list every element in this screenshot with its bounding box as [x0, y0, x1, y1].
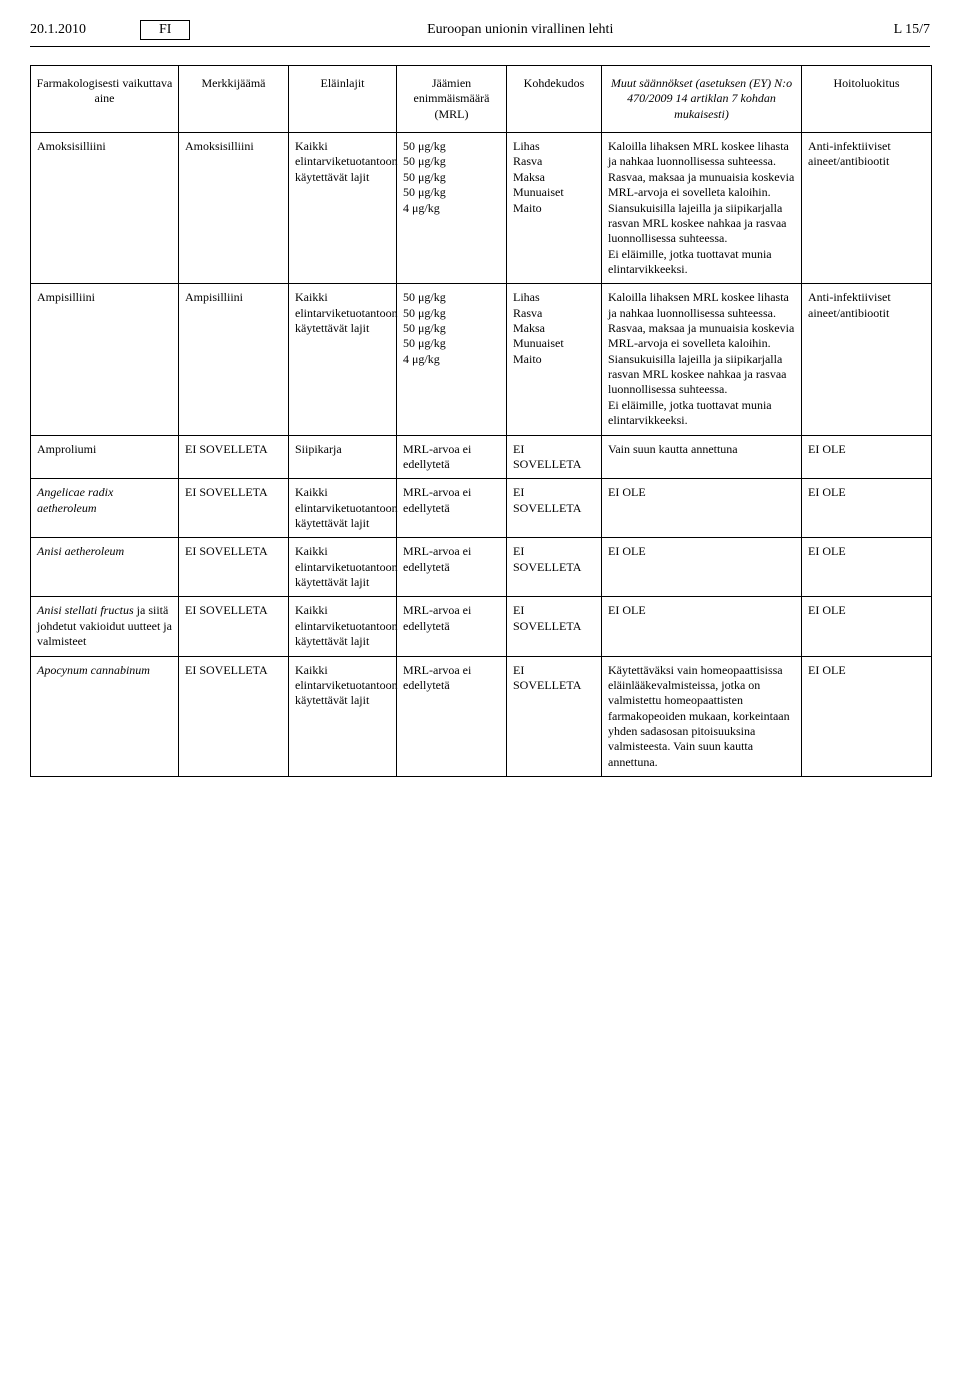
col-header-tissue: Kohdekudos: [507, 66, 602, 133]
cell-marker: Amoksisilliini: [179, 133, 289, 284]
table-row: Apocynum cannabinumEI SOVELLETAKaikki el…: [31, 656, 932, 777]
mrl-table: Farmakologisesti vaikuttava aine Merkkij…: [30, 65, 932, 777]
cell-other: Käytettäväksi vain homeopaattisissa eläi…: [602, 656, 802, 777]
cell-other: EI OLE: [602, 538, 802, 597]
cell-classification: EI OLE: [802, 435, 932, 479]
cell-other: Vain suun kautta annettuna: [602, 435, 802, 479]
cell-tissue: EI SOVELLETA: [507, 597, 602, 656]
cell-substance: Apocynum cannabinum: [31, 656, 179, 777]
cell-mrl: MRL-arvoa ei edellytetä: [397, 538, 507, 597]
cell-other: Kaloilla lihaksen MRL koskee lihasta ja …: [602, 284, 802, 435]
cell-substance: Ampisilliini: [31, 284, 179, 435]
cell-mrl: 50 μg/kg 50 μg/kg 50 μg/kg 50 μg/kg 4 μg…: [397, 133, 507, 284]
col-header-classification: Hoitoluokitus: [802, 66, 932, 133]
cell-tissue: EI SOVELLETA: [507, 435, 602, 479]
cell-substance: Anisi aetheroleum: [31, 538, 179, 597]
cell-other: EI OLE: [602, 479, 802, 538]
cell-mrl: 50 μg/kg 50 μg/kg 50 μg/kg 50 μg/kg 4 μg…: [397, 284, 507, 435]
header-date: 20.1.2010: [30, 22, 140, 38]
table-row: AmpisilliiniAmpisilliiniKaikki elintarvi…: [31, 284, 932, 435]
table-row: AmproliumiEI SOVELLETASiipikarjaMRL-arvo…: [31, 435, 932, 479]
cell-classification: EI OLE: [802, 538, 932, 597]
page: 20.1.2010 FI Euroopan unionin virallinen…: [0, 0, 960, 797]
header-title: Euroopan unionin virallinen lehti: [190, 22, 850, 38]
cell-species: Kaikki elintarviketuotantoon käytettävät…: [289, 479, 397, 538]
table-header-row: Farmakologisesti vaikuttava aine Merkkij…: [31, 66, 932, 133]
col-header-other: Muut säännökset (asetuksen (EY) N:o 470/…: [602, 66, 802, 133]
cell-classification: EI OLE: [802, 479, 932, 538]
cell-marker: EI SOVELLETA: [179, 435, 289, 479]
cell-species: Kaikki elintarviketuotantoon käytettävät…: [289, 656, 397, 777]
cell-substance: Anisi stellati fructus ja siitä johdetut…: [31, 597, 179, 656]
cell-species: Kaikki elintarviketuotantoon käytettävät…: [289, 538, 397, 597]
cell-tissue: EI SOVELLETA: [507, 656, 602, 777]
col-header-marker: Merkkijäämä: [179, 66, 289, 133]
table-row: Anisi stellati fructus ja siitä johdetut…: [31, 597, 932, 656]
cell-other: Kaloilla lihaksen MRL koskee lihasta ja …: [602, 133, 802, 284]
cell-mrl: MRL-arvoa ei edellytetä: [397, 479, 507, 538]
cell-species: Kaikki elintarviketuotantoon käytettävät…: [289, 133, 397, 284]
cell-tissue: EI SOVELLETA: [507, 479, 602, 538]
cell-tissue: EI SOVELLETA: [507, 538, 602, 597]
cell-other: EI OLE: [602, 597, 802, 656]
cell-substance: Amoksisilliini: [31, 133, 179, 284]
cell-tissue: Lihas Rasva Maksa Munuaiset Maito: [507, 133, 602, 284]
cell-mrl: MRL-arvoa ei edellytetä: [397, 597, 507, 656]
cell-mrl: MRL-arvoa ei edellytetä: [397, 435, 507, 479]
cell-classification: Anti-infektiiviset aineet/antibiootit: [802, 133, 932, 284]
cell-species: Siipikarja: [289, 435, 397, 479]
cell-substance: Amproliumi: [31, 435, 179, 479]
col-header-species: Eläinlajit: [289, 66, 397, 133]
header-page: L 15/7: [850, 22, 930, 38]
cell-classification: Anti-infektiiviset aineet/antibiootit: [802, 284, 932, 435]
col-header-substance: Farmakologisesti vaikuttava aine: [31, 66, 179, 133]
table-row: Anisi aetheroleumEI SOVELLETAKaikki elin…: [31, 538, 932, 597]
cell-marker: EI SOVELLETA: [179, 597, 289, 656]
cell-classification: EI OLE: [802, 656, 932, 777]
header-lang: FI: [140, 20, 190, 40]
cell-tissue: Lihas Rasva Maksa Munuaiset Maito: [507, 284, 602, 435]
cell-mrl: MRL-arvoa ei edellytetä: [397, 656, 507, 777]
cell-species: Kaikki elintarviketuotantoon käytettävät…: [289, 284, 397, 435]
table-row: Angelicae radix aetheroleumEI SOVELLETAK…: [31, 479, 932, 538]
cell-substance: Angelicae radix aetheroleum: [31, 479, 179, 538]
cell-marker: EI SOVELLETA: [179, 538, 289, 597]
cell-species: Kaikki elintarviketuotantoon käytettävät…: [289, 597, 397, 656]
cell-marker: EI SOVELLETA: [179, 656, 289, 777]
table-row: AmoksisilliiniAmoksisilliiniKaikki elint…: [31, 133, 932, 284]
cell-marker: EI SOVELLETA: [179, 479, 289, 538]
cell-marker: Ampisilliini: [179, 284, 289, 435]
page-header: 20.1.2010 FI Euroopan unionin virallinen…: [30, 20, 930, 47]
col-header-mrl: Jäämien enimmäismäärä (MRL): [397, 66, 507, 133]
cell-classification: EI OLE: [802, 597, 932, 656]
